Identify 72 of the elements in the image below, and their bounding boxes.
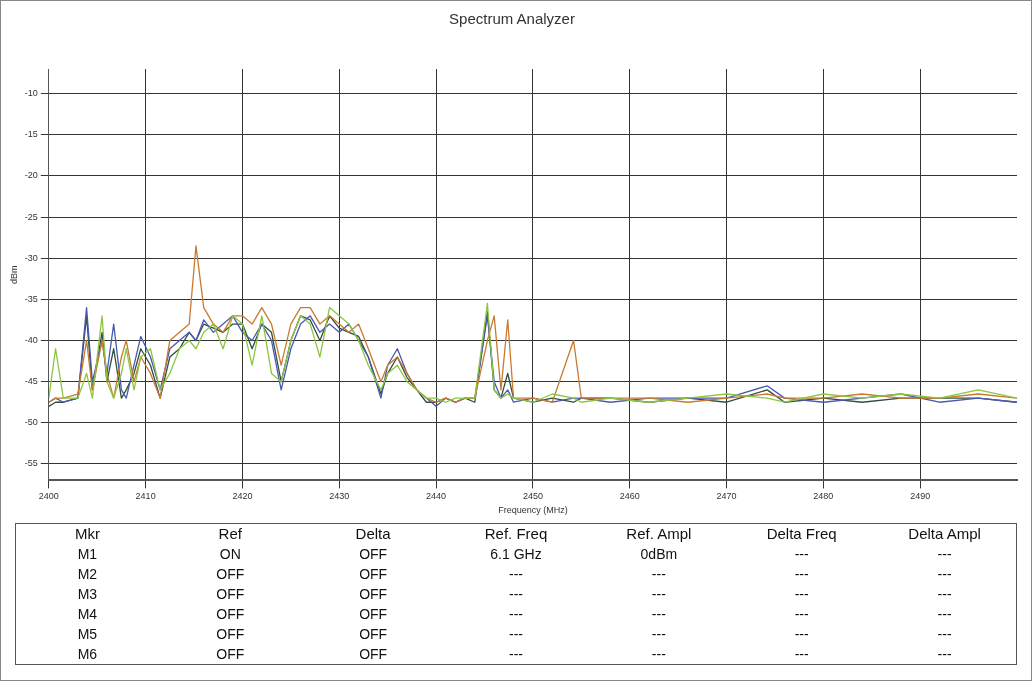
y-tick-label: -30 [24,252,38,263]
y-tick-label: -35 [24,293,38,304]
text: M3 [76,585,99,604]
text: --- [793,545,810,564]
text: --- [508,585,524,604]
text: M2 [76,565,99,584]
text: OFF [358,545,389,564]
text: Delta Ampl [907,524,982,544]
text: Ref. Ampl [625,524,693,544]
text: --- [793,565,810,584]
y-tick-label: -45 [24,376,38,387]
x-tick-label: 2410 [135,491,156,502]
x-tick-label: 2430 [329,491,350,502]
text: --- [650,565,667,584]
text: --- [793,585,810,604]
text: Ref [217,524,243,544]
text: --- [508,625,524,644]
text: --- [650,645,667,664]
text: --- [650,625,667,644]
text: Delta Freq [765,524,838,544]
text: M6 [76,645,99,664]
x-tick-label: 2450 [522,491,543,502]
y-tick-label: -10 [24,88,38,99]
text: M5 [76,625,99,644]
x-tick-label: 2480 [813,491,834,502]
text: Ref. Freq [483,524,549,544]
text: OFF [358,605,389,624]
text: --- [936,605,953,624]
text: OFF [215,605,246,624]
text: Mkr [73,524,101,544]
text: M4 [76,605,99,624]
text: --- [650,585,667,604]
y-tick-label: -25 [24,211,38,222]
text: 6.1 GHz [489,545,543,564]
text: OFF [358,645,389,664]
text: M1 [76,545,99,564]
text: OFF [215,565,246,584]
text: --- [793,605,810,624]
text: OFF [215,625,246,644]
text: --- [936,625,953,644]
x-axis-title: Frequency (MHz) [498,505,568,516]
text: --- [936,545,953,564]
y-tick-label: -50 [24,417,38,428]
text: OFF [215,585,246,604]
y-tick-label: -15 [24,129,38,140]
text: OFF [358,625,389,644]
text: 0dBm [639,545,679,564]
x-tick-label: 2460 [619,491,640,502]
text: ON [218,545,242,564]
text: OFF [215,645,246,664]
y-tick-label: -40 [24,335,38,346]
text: --- [793,625,810,644]
y-tick-label: -20 [24,170,38,181]
x-tick-label: 2490 [910,491,931,502]
y-tick-label: -55 [24,458,38,469]
text: --- [508,605,524,624]
text: Delta [354,524,392,544]
x-tick-label: 2470 [716,491,737,502]
y-axis-title: dBm [8,265,19,284]
x-tick-label: 2400 [38,491,59,502]
text: --- [936,645,953,664]
chart-title: Spectrum Analyzer [449,10,575,28]
text: --- [650,605,667,624]
text: --- [508,565,524,584]
text: --- [936,585,953,604]
text: OFF [358,565,389,584]
text: OFF [358,585,389,604]
text: --- [936,565,953,584]
text: --- [508,645,524,664]
x-tick-label: 2440 [426,491,447,502]
x-tick-label: 2420 [232,491,253,502]
text: --- [793,645,810,664]
